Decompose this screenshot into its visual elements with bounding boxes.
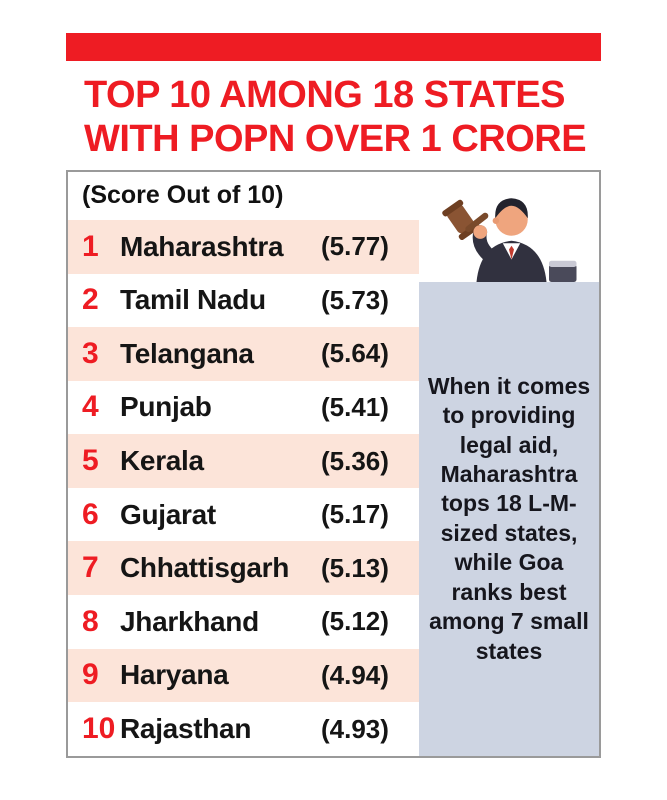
rank: 4 — [82, 390, 99, 424]
ranking-panel: (Score Out of 10) 1 Maharashtra (5.77) 2… — [66, 169, 601, 758]
table-row: 1 Maharashtra (5.77) — [68, 219, 419, 274]
state-name: Jharkhand — [120, 605, 259, 637]
score: (5.64) — [321, 338, 389, 369]
rank: 1 — [82, 229, 99, 263]
score: (5.77) — [321, 231, 389, 262]
rank: 5 — [82, 444, 99, 478]
judge-illustration-icon — [419, 172, 599, 282]
score: (4.94) — [321, 659, 389, 690]
table-row: 4 Punjab (5.41) — [68, 380, 419, 435]
state-name: Haryana — [120, 659, 229, 691]
state-name: Rajasthan — [120, 713, 252, 745]
table-row: 5 Kerala (5.36) — [68, 434, 419, 488]
table-row: 8 Jharkhand (5.12) — [68, 595, 419, 649]
top-red-bar — [66, 33, 601, 61]
annotation-box: When it comes to providing legal aid, Ma… — [419, 281, 599, 756]
score: (5.73) — [321, 284, 389, 315]
page-title-line2: WITH POPN OVER 1 CRORE — [84, 118, 587, 161]
page-title: TOP 10 AMONG 18 STATES WITH POPN OVER 1 … — [66, 73, 601, 162]
table-rows: 1 Maharashtra (5.77) 2 Tamil Nadu (5.73)… — [68, 219, 419, 756]
score: (4.93) — [321, 713, 389, 744]
state-name: Chhattisgarh — [120, 552, 290, 584]
table-row: 6 Gujarat (5.17) — [68, 487, 419, 542]
score: (5.17) — [321, 499, 389, 530]
rank: 6 — [82, 497, 99, 531]
state-name: Kerala — [120, 445, 204, 477]
state-name: Maharashtra — [120, 230, 284, 262]
state-name: Punjab — [120, 391, 212, 423]
table-subtitle: (Score Out of 10) — [82, 181, 284, 210]
rank: 8 — [82, 604, 99, 638]
annotation-text: When it comes to providing legal aid, Ma… — [427, 372, 591, 664]
ranking-table: (Score Out of 10) 1 Maharashtra (5.77) 2… — [68, 172, 419, 756]
rank: 10 — [82, 712, 116, 746]
score: (5.13) — [321, 552, 389, 583]
rank: 7 — [82, 551, 99, 585]
rank: 9 — [82, 658, 99, 692]
state-name: Telangana — [120, 337, 254, 369]
table-row: 2 Tamil Nadu (5.73) — [68, 273, 419, 328]
rank: 2 — [82, 283, 99, 317]
score: (5.41) — [321, 391, 389, 422]
side-column: When it comes to providing legal aid, Ma… — [419, 171, 599, 756]
page-title-line1: TOP 10 AMONG 18 STATES — [84, 74, 566, 116]
table-row: 7 Chhattisgarh (5.13) — [68, 541, 419, 596]
rank: 3 — [82, 336, 99, 370]
table-row: 10 Rajasthan (4.93) — [68, 702, 419, 756]
score: (5.36) — [321, 445, 389, 476]
score: (5.12) — [321, 606, 389, 637]
table-row: 9 Haryana (4.94) — [68, 648, 419, 703]
state-name: Tamil Nadu — [120, 284, 266, 316]
table-row: 3 Telangana (5.64) — [68, 327, 419, 381]
state-name: Gujarat — [120, 498, 216, 530]
